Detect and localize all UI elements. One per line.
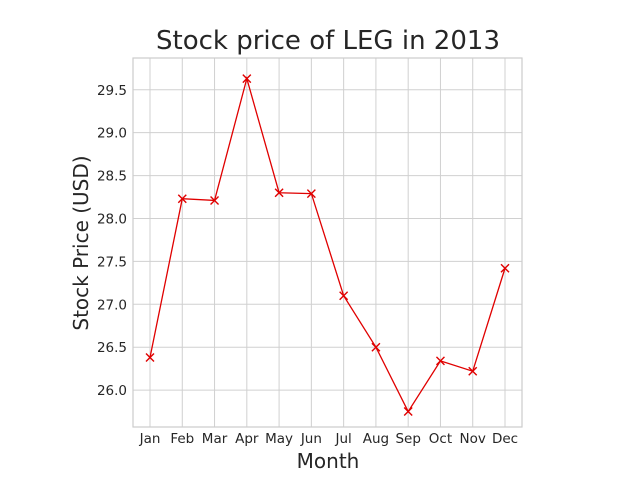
x-tick-label: Feb bbox=[170, 431, 194, 447]
y-tick-label: 27.0 bbox=[97, 297, 127, 313]
data-point bbox=[339, 291, 349, 301]
x-axis-label: Month bbox=[297, 449, 360, 473]
x-ticks: Jan Feb Mar Apr May Jun Jul Aug Sep Oct Nov Dec bbox=[139, 431, 518, 447]
data-point bbox=[145, 352, 155, 362]
y-tick-label: 28.5 bbox=[97, 169, 127, 185]
x-tick-label: Jul bbox=[334, 431, 351, 447]
grid bbox=[133, 58, 522, 427]
x-tick-label: Apr bbox=[235, 431, 259, 447]
data-point bbox=[306, 189, 316, 199]
x-tick-label: Jun bbox=[300, 431, 322, 447]
y-tick-label: 27.5 bbox=[97, 254, 127, 270]
data-point bbox=[371, 342, 381, 352]
data-point bbox=[403, 407, 413, 417]
plot-frame bbox=[132, 57, 523, 428]
x-tick-label: Mar bbox=[202, 431, 228, 447]
x-tick-label: Dec bbox=[492, 431, 518, 447]
data-point bbox=[500, 263, 510, 273]
y-ticks: 26.0 26.5 27.0 27.5 28.0 28.5 29.0 29.5 bbox=[97, 83, 127, 399]
data-point bbox=[435, 356, 445, 366]
x-tick-label: Oct bbox=[429, 431, 452, 447]
x-tick-label: May bbox=[265, 431, 293, 447]
y-tick-label: 26.5 bbox=[97, 340, 127, 356]
data-point bbox=[242, 74, 252, 84]
series-line bbox=[149, 76, 506, 413]
y-tick-label: 29.0 bbox=[97, 126, 127, 142]
x-tick-label: Jan bbox=[139, 431, 161, 447]
series bbox=[145, 74, 510, 417]
y-tick-label: 28.0 bbox=[97, 211, 127, 227]
y-tick-label: 29.5 bbox=[97, 83, 127, 99]
y-tick-label: 26.0 bbox=[97, 383, 127, 399]
data-point bbox=[177, 194, 187, 204]
x-tick-label: Nov bbox=[460, 431, 486, 447]
x-tick-label: Sep bbox=[395, 431, 420, 447]
data-point bbox=[210, 195, 220, 205]
chart-title: Stock price of LEG in 2013 bbox=[156, 26, 500, 56]
x-tick-label: Aug bbox=[363, 431, 389, 447]
data-point bbox=[274, 188, 284, 198]
data-point bbox=[468, 366, 478, 376]
y-axis-label: Stock Price (USD) bbox=[69, 155, 93, 330]
